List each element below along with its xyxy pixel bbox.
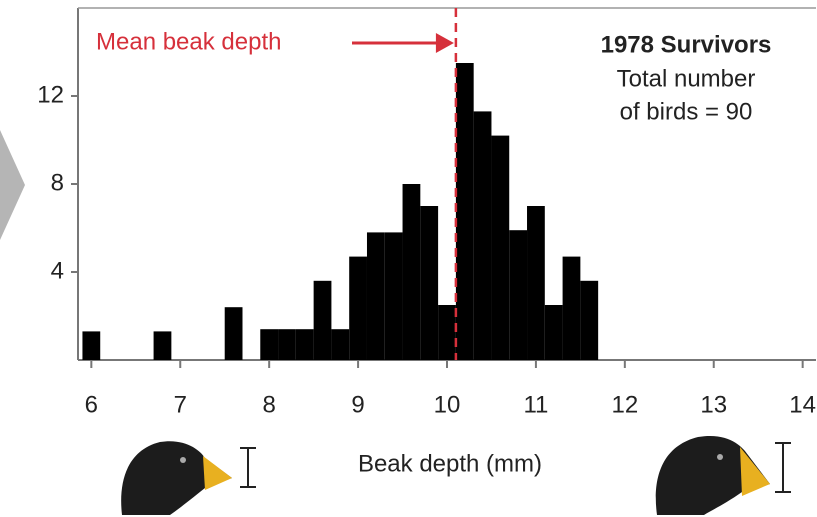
bird-large	[656, 436, 791, 515]
bar	[154, 331, 172, 360]
bar	[509, 230, 527, 360]
bar	[296, 329, 314, 360]
x-tick-label: 10	[434, 391, 461, 418]
bar	[420, 206, 438, 360]
x-tick-label: 9	[351, 391, 364, 418]
mean-label: Mean beak depth	[96, 28, 281, 55]
bar	[491, 136, 509, 360]
x-tick-label: 7	[174, 391, 187, 418]
bird-small	[121, 441, 256, 515]
chart: Beak depth (mm) 1978 Survivors Total num…	[0, 0, 817, 517]
x-tick-label: 12	[611, 391, 638, 418]
annotation-title: 1978 Survivors	[601, 31, 772, 58]
annotation-line: of birds = 90	[620, 98, 753, 125]
bar	[331, 329, 349, 360]
mean-arrowhead	[436, 33, 454, 53]
y-tick-label: 8	[51, 169, 64, 196]
bar	[385, 232, 403, 360]
y-tick-label: 12	[37, 81, 64, 108]
bar	[82, 331, 100, 360]
x-tick-label: 14	[789, 391, 816, 418]
x-axis-label: Beak depth (mm)	[358, 450, 542, 477]
bar	[260, 329, 278, 360]
flow-arrow	[0, 130, 25, 240]
bar	[580, 281, 598, 360]
y-tick-label: 4	[51, 257, 64, 284]
x-tick-label: 11	[523, 391, 548, 418]
x-tick-label: 13	[700, 391, 727, 418]
bar	[545, 305, 563, 360]
bar	[314, 281, 332, 360]
bar	[225, 307, 243, 360]
x-tick-label: 8	[262, 391, 275, 418]
bar	[527, 206, 545, 360]
bar	[349, 257, 367, 360]
annotation-line: Total number	[617, 65, 756, 92]
bar	[367, 232, 385, 360]
bar	[474, 111, 492, 360]
bar	[278, 329, 296, 360]
bar	[438, 305, 456, 360]
bar	[456, 63, 474, 360]
x-tick-label: 6	[85, 391, 98, 418]
bar	[563, 257, 581, 360]
bar	[403, 184, 421, 360]
